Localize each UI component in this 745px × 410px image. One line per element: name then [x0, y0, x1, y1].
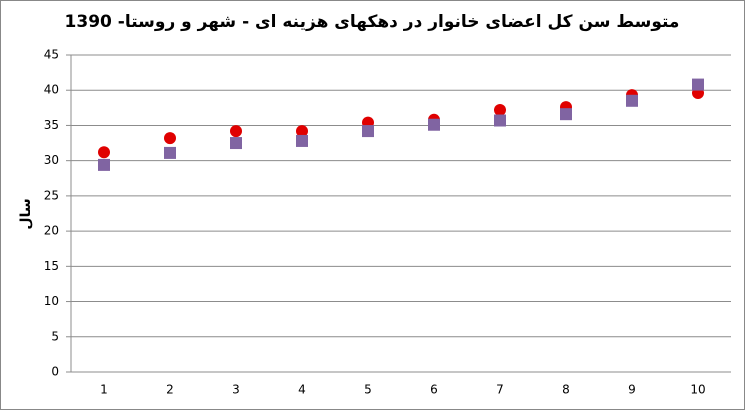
chart-title: متوسط سن کل اعضای خانوار در دهکهای هزینه… — [65, 12, 680, 32]
circle-marker — [494, 103, 506, 116]
circle-marker — [296, 125, 308, 138]
y-axis-label: سال — [18, 198, 34, 229]
x-tick-label: 8 — [562, 383, 570, 397]
square-marker — [362, 125, 374, 138]
square-marker — [230, 137, 242, 150]
circle-marker — [98, 146, 110, 159]
square-marker — [692, 78, 704, 91]
square-marker — [164, 146, 176, 159]
square-marker — [626, 94, 638, 107]
circle-marker — [230, 125, 242, 138]
y-tick-label: 0 — [51, 365, 59, 379]
y-tick-label: 35 — [44, 118, 59, 132]
square-marker — [296, 134, 308, 147]
x-tick-label: 4 — [298, 383, 306, 397]
x-tick-label: 3 — [232, 383, 240, 397]
y-tick-label: 15 — [44, 259, 59, 273]
y-tick-label: 30 — [44, 153, 59, 167]
y-tick-label: 20 — [44, 224, 59, 238]
y-tick-label: 5 — [51, 329, 59, 343]
square-marker — [428, 118, 440, 131]
x-tick-label: 1 — [100, 383, 108, 397]
x-tick-label: 9 — [628, 383, 636, 397]
y-tick-label: 25 — [44, 188, 59, 202]
y-tick-label: 40 — [44, 83, 59, 97]
x-tick-label: 2 — [166, 383, 174, 397]
x-tick-label: 10 — [690, 383, 705, 397]
square-marker — [98, 158, 110, 171]
y-tick-label: 10 — [44, 294, 59, 308]
circle-marker — [164, 132, 176, 145]
square-marker — [560, 108, 572, 121]
square-marker — [494, 114, 506, 127]
x-tick-label: 6 — [430, 383, 438, 397]
x-tick-label: 5 — [364, 383, 372, 397]
x-tick-label: 7 — [496, 383, 504, 397]
y-tick-label: 45 — [44, 48, 59, 62]
